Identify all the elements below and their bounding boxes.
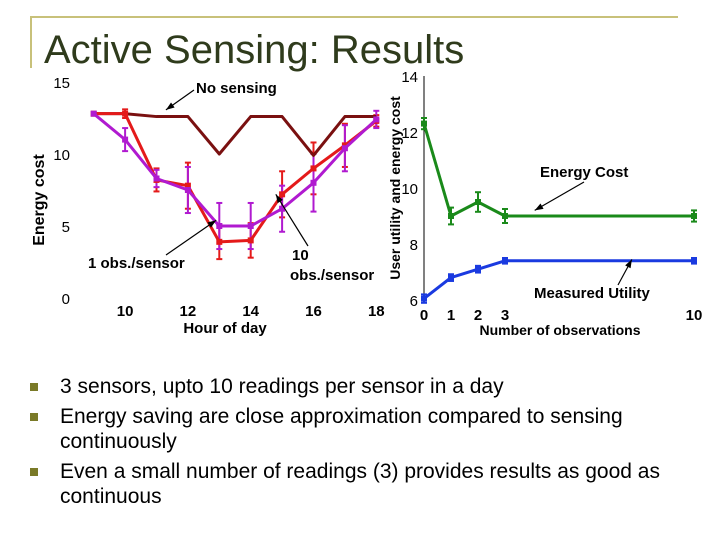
one-obs-point	[216, 238, 223, 245]
y-tick-label: 0	[62, 291, 70, 308]
annotation-10-obs: obs./sensor	[290, 267, 374, 284]
annotation-arrow	[275, 194, 309, 247]
title-rule-top	[30, 16, 678, 18]
ten-obs-point	[122, 136, 129, 143]
measured-utility-point	[421, 295, 427, 302]
annotation-measured-utility: Measured Utility	[534, 285, 651, 302]
annotation-arrow-head	[207, 220, 217, 228]
y-tick-label: 12	[401, 125, 418, 142]
measured-utility-point	[691, 257, 697, 264]
annotation-no-sensing: No sensing	[196, 80, 277, 97]
annotation-10-obs: 10	[292, 247, 309, 264]
one-obs-point	[184, 182, 191, 189]
x-axis-label: Hour of day	[183, 320, 267, 337]
x-tick-label: 3	[501, 307, 509, 324]
one-obs-point	[247, 237, 254, 244]
ten-obs-point	[279, 205, 286, 212]
one-obs-point	[122, 110, 129, 117]
annotation-arrow-head	[275, 194, 283, 204]
y-tick-label: 6	[410, 293, 418, 310]
ten-obs-point	[90, 110, 97, 117]
x-tick-label: 10	[686, 307, 703, 324]
annotation-energy-cost: Energy Cost	[540, 164, 628, 181]
y-tick-label: 10	[401, 181, 418, 198]
x-tick-label: 0	[420, 307, 428, 324]
slide-title: Active Sensing: Results	[44, 28, 465, 72]
one-obs-line	[93, 112, 378, 244]
x-tick-label: 1	[447, 307, 455, 324]
bullet-item: Energy saving are close approximation co…	[30, 404, 700, 454]
ten-obs-point	[310, 179, 317, 186]
no-sensing-line	[93, 112, 377, 157]
annotation-arrow-head	[625, 259, 632, 269]
y-tick-label: 5	[62, 219, 70, 236]
ten-obs-point	[184, 187, 191, 193]
y-tick-label: 8	[410, 237, 418, 254]
x-tick-label: 18	[368, 303, 385, 320]
energy-cost-point	[502, 213, 508, 219]
square-bullet-icon	[30, 383, 38, 391]
bullet-list: 3 sensors, upto 10 readings per sensor i…	[30, 374, 700, 514]
annotation-arrow	[165, 219, 217, 256]
ten-obs-line	[92, 112, 378, 228]
y-axis-label: Energy cost	[31, 154, 48, 246]
y-axis-label: User utility and energy cost	[387, 96, 403, 280]
bullet-item: 3 sensors, upto 10 readings per sensor i…	[30, 374, 700, 399]
x-tick-label: 12	[180, 303, 197, 320]
one-obs-point	[310, 165, 317, 172]
energy-cost-chart: 0 5 10 15 10 12 14 16 18 Hour of day Energy cost No…	[31, 75, 385, 337]
ten-obs-point	[216, 223, 223, 229]
y-tick-label: 10	[53, 147, 70, 164]
measured-utility-point	[475, 266, 481, 273]
ten-obs-point	[373, 116, 380, 123]
x-tick-label: 14	[242, 303, 259, 320]
ten-obs-point	[153, 175, 160, 182]
title-rule-left	[30, 16, 32, 68]
annotation-arrow-head	[534, 203, 544, 211]
bullet-text: 3 sensors, upto 10 readings per sensor i…	[60, 375, 504, 398]
annotation-arrow-head	[165, 102, 175, 110]
x-tick-label: 16	[305, 303, 322, 320]
x-tick-label: 10	[117, 303, 134, 320]
y-tick-label: 15	[53, 75, 70, 92]
square-bullet-icon	[30, 413, 38, 421]
square-bullet-icon	[30, 468, 38, 476]
bullet-item: Even a small number of readings (3) prov…	[30, 459, 700, 509]
measured-utility-point	[502, 257, 508, 264]
measured-utility-point	[448, 274, 454, 281]
ten-obs-point	[247, 223, 254, 229]
energy-cost-point	[475, 199, 481, 205]
energy-cost-point	[448, 213, 454, 219]
x-tick-label: 2	[474, 307, 482, 324]
y-tick-label: 14	[401, 69, 418, 86]
bullet-text: Energy saving are close approximation co…	[60, 405, 623, 453]
x-axis-label: Number of observations	[479, 322, 640, 338]
energy-cost-point	[421, 120, 427, 127]
one-obs-point	[279, 191, 286, 198]
annotation-1-obs: 1 obs./sensor	[88, 255, 185, 272]
ten-obs-point	[341, 145, 348, 152]
annotation-arrow	[534, 181, 585, 211]
energy-cost-point	[691, 213, 697, 219]
bullet-text: Even a small number of readings (3) prov…	[60, 460, 660, 508]
